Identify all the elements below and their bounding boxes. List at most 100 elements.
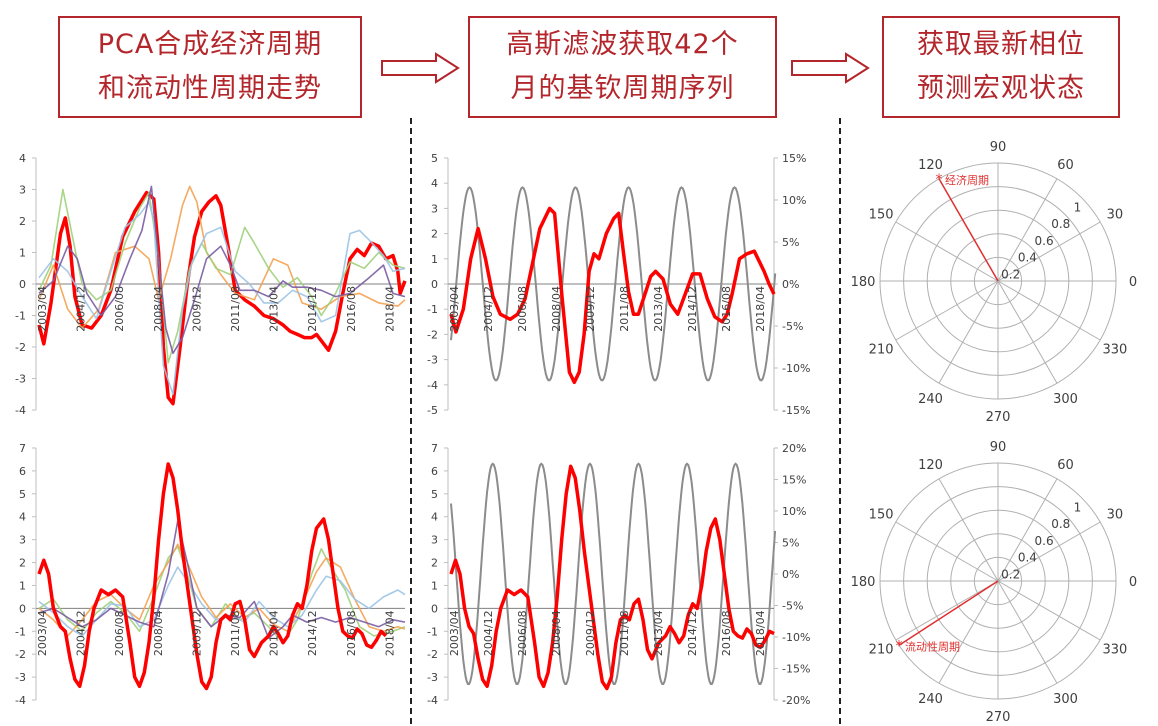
y2-tick-label: -20% [782,694,810,707]
y2-tick-label: -5% [782,320,803,333]
polar-spoke [997,280,1101,341]
arrow-right-icon [791,52,870,84]
series-line-blue [38,201,406,396]
economic-phase-polar: 0 30 60 90 120 150 180 210 240 270 300 330 0.2 0.4 0.6… [851,140,1138,425]
y-tick-label: -2 [15,341,26,354]
angle-tick-label: 30 [1107,508,1124,523]
series-line-purple [38,185,406,355]
y2-tick-label: -10% [782,362,810,375]
polar-spoke [997,280,1058,384]
polar-spoke [895,521,999,582]
x-tick-label: 2003/04 [448,610,461,656]
y-tick-label: 1 [431,579,438,592]
step-pca-line1: PCA合成经济周期 [97,29,323,60]
radius-tick-label: 0.4 [1018,251,1037,265]
x-tick-label: 2018/04 [754,286,767,332]
step-phase-line2: 预测宏观状态 [917,73,1085,104]
y-tick-label: -1 [427,625,438,638]
x-tick-label: 2006/08 [516,610,529,656]
angle-tick-label: 120 [918,158,943,173]
step-filter-line1: 高斯滤波获取42个 [506,29,739,60]
x-tick-label: 2016/08 [720,286,733,332]
x-tick-label: 2006/08 [113,286,126,332]
y-tick-label: 5 [19,488,26,501]
y-tick-label: -5 [427,404,438,417]
y2-tick-label: 5% [782,236,799,249]
x-tick-label: 2013/04 [268,286,281,332]
column-divider [839,118,841,724]
phase-vector [938,178,999,282]
y-tick-label: 7 [19,442,26,455]
y-tick-label: 2 [19,557,26,570]
x-tick-label: 2009/12 [584,610,597,656]
y-tick-label: -1 [427,303,438,316]
y-tick-label: 2 [19,215,26,228]
polar-spoke [997,221,1101,282]
y2-tick-label: 15% [782,474,806,487]
x-tick-label: 2014/12 [686,610,699,656]
y-tick-label: 4 [19,152,26,165]
y-tick-label: 2 [431,228,438,241]
x-tick-label: 2016/08 [345,610,358,656]
angle-tick-label: 30 [1107,208,1124,223]
polar-spoke [938,580,999,684]
angle-tick-label: 330 [1102,643,1127,658]
liquidity-phase-polar: 0 30 60 90 120 150 180 210 240 270 300 330 0.2 0.4 0.6… [851,440,1138,725]
angle-tick-label: 240 [918,692,943,707]
x-tick-label: 2004/12 [75,286,88,332]
y-tick-label: -2 [15,648,26,661]
y2-tick-label: 10% [782,505,806,518]
y2-tick-label: 0% [782,278,799,291]
y-tick-label: 0 [431,602,438,615]
y-tick-label: -4 [427,694,438,707]
step-phase-box: 获取最新相位 预测宏观状态 [882,16,1120,118]
radius-tick-label: 0.8 [1051,217,1070,231]
main-series-line [449,206,776,385]
angle-tick-label: 180 [851,275,876,290]
y-tick-label: -1 [15,310,26,323]
phase-marker: * [896,638,903,654]
radius-tick-label: 0.6 [1035,534,1054,548]
y-tick-label: 5 [431,152,438,165]
y2-tick-label: -5% [782,600,803,613]
angle-tick-label: 90 [990,140,1007,155]
polar-spoke [895,221,999,282]
angle-tick-label: 120 [918,458,943,473]
radius-tick-label: 0.8 [1051,517,1070,531]
y-tick-label: -2 [427,328,438,341]
y-tick-label: 4 [431,511,438,524]
liquidity-pca-chart: -4 -3 -2 -1 0 1 2 3 4 5 6 7 2003/04 2004/12 2006/08 200… [15,442,406,707]
y-tick-label: 5 [431,488,438,501]
y2-tick-label: 20% [782,442,806,455]
y2-tick-label: -10% [782,631,810,644]
angle-tick-label: 0 [1129,575,1137,590]
radius-tick-label: 0.2 [1001,567,1020,581]
polar-spoke [997,580,1058,684]
x-tick-label: 2016/08 [720,610,733,656]
arrow-right-icon [381,52,460,84]
phase-label: 流动性周期 [905,639,960,653]
polar-spoke [997,580,1101,641]
angle-tick-label: 330 [1102,343,1127,358]
angle-tick-label: 210 [869,343,894,358]
x-tick-label: 2014/12 [686,286,699,332]
y-tick-label: 4 [431,177,438,190]
x-tick-label: 2008/04 [550,286,563,332]
x-tick-label: 2003/04 [36,610,49,656]
y-tick-label: 2 [431,557,438,570]
step-filter-box: 高斯滤波获取42个 月的基钦周期序列 [468,16,777,118]
y-tick-label: 4 [19,511,26,524]
y-tick-label: 3 [431,202,438,215]
x-tick-label: 2013/04 [652,610,665,656]
x-tick-label: 2011/08 [618,286,631,332]
x-tick-label: 2011/08 [229,286,242,332]
polar-spoke [938,478,999,582]
y-tick-label: 3 [431,534,438,547]
polar-spoke [997,521,1101,582]
y2-tick-label: -15% [782,663,810,676]
x-tick-label: 2018/04 [383,610,396,656]
step-pca-box: PCA合成经济周期 和流动性周期走势 [58,16,362,118]
y-tick-label: 0 [19,602,26,615]
y-tick-label: 6 [19,465,26,478]
y-tick-label: 0 [431,278,438,291]
